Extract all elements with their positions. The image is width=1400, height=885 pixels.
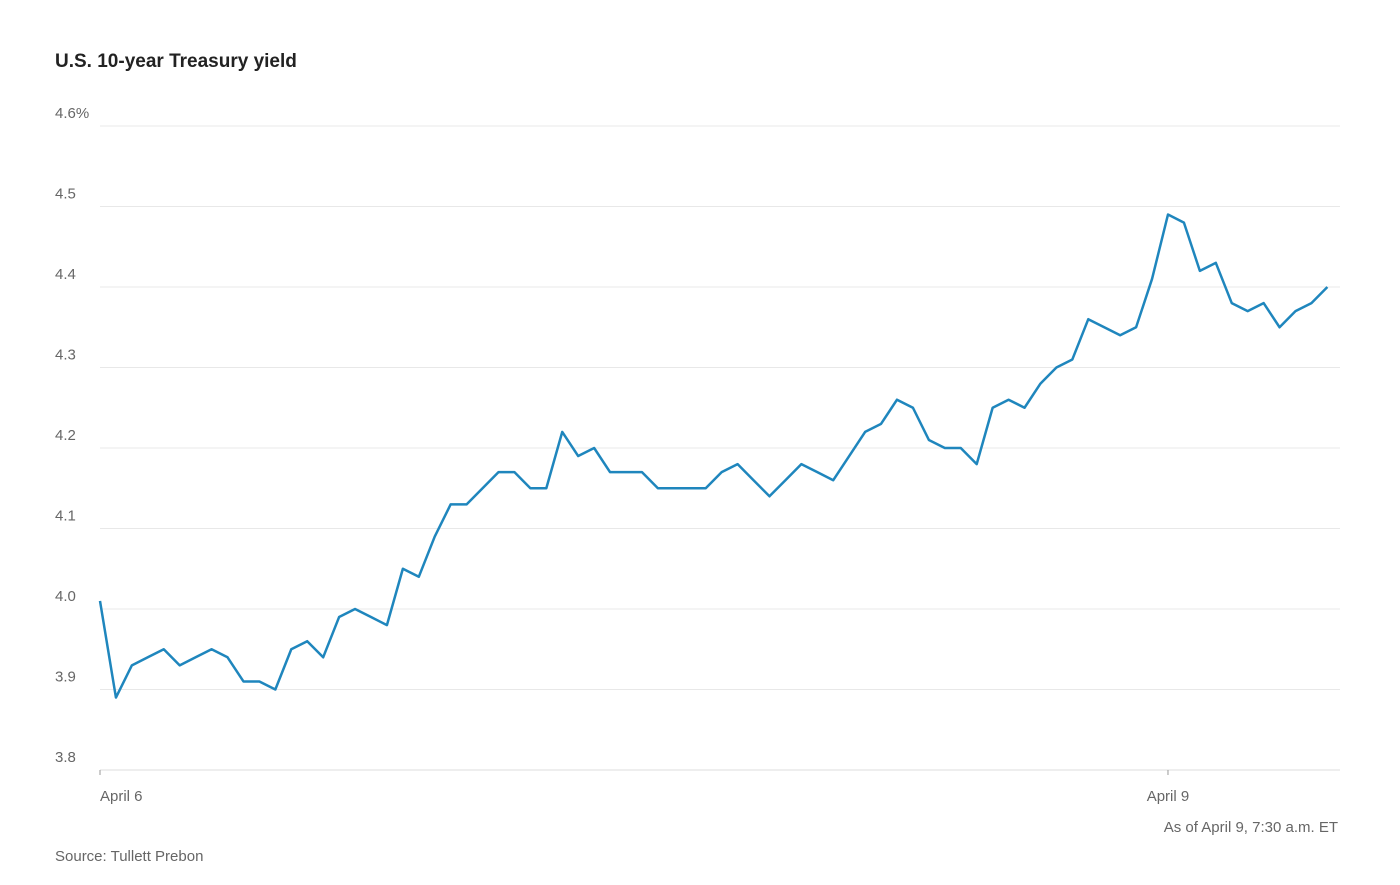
y-tick-label: 4.3 (55, 346, 76, 363)
source: Source: Tullett Prebon (55, 848, 203, 865)
chart-title: U.S. 10-year Treasury yield (55, 51, 297, 72)
y-tick-label: 4.2 (55, 427, 76, 444)
y-tick-label: 3.9 (55, 668, 76, 685)
line (98, 213, 1329, 699)
y-tick-label: 4.4 (55, 266, 76, 283)
x-tick-label: April 9 (1147, 788, 1190, 805)
y-tick-label: 4.6% (55, 105, 89, 122)
x-tick-label: April 6 (100, 788, 143, 805)
y-tick-label: 4.5 (55, 185, 76, 202)
y-tick-label: 4.1 (55, 507, 76, 524)
y-tick-label: 3.8 (55, 749, 76, 766)
note: As of April 9, 7:30 a.m. ET (1164, 819, 1338, 836)
y-tick-label: 4.0 (55, 588, 76, 605)
